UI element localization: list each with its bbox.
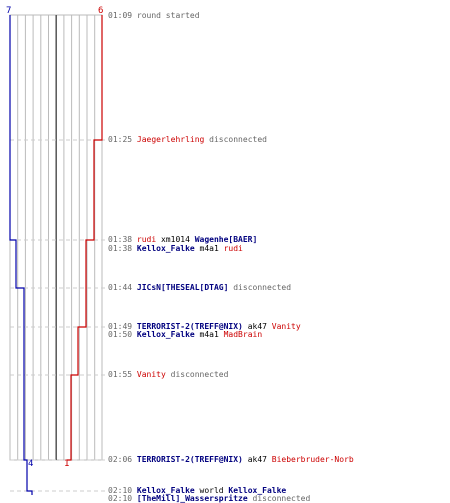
event-text: rudi bbox=[223, 244, 243, 253]
event-row: 01:38 rudi xm1014 Wagenhe[BAER] bbox=[108, 235, 257, 244]
grid-lines bbox=[17, 15, 96, 460]
event-time: 01:09 bbox=[108, 11, 137, 20]
event-row: 01:44 JICsN[THESEAL[DTAG] disconnected bbox=[108, 283, 291, 292]
event-row: 01:49 TERRORIST-2(TREFF@NIX) ak47 Vanity bbox=[108, 322, 301, 331]
event-text: ak47 bbox=[242, 455, 272, 464]
event-time: 01:44 bbox=[108, 283, 137, 292]
blue-start-count: 7 bbox=[6, 6, 12, 16]
event-time: 02:10 bbox=[108, 494, 137, 503]
event-row: 02:06 TERRORIST-2(TREFF@NIX) ak47 Bieber… bbox=[108, 455, 354, 464]
event-text: TERRORIST-2(TREFF@NIX) bbox=[136, 455, 243, 464]
event-text: disconnected bbox=[204, 135, 267, 144]
event-time: 02:10 bbox=[108, 486, 137, 495]
event-text: Vanity bbox=[136, 370, 166, 379]
event-time: 01:50 bbox=[108, 330, 137, 339]
red-start-count: 6 bbox=[98, 6, 104, 16]
event-time: 01:25 bbox=[108, 135, 137, 144]
event-text: ak47 bbox=[242, 322, 272, 331]
event-row: 01:50 Kellox_Falke m4a1 MadBrain bbox=[108, 330, 262, 339]
event-text: disconnected bbox=[247, 494, 311, 503]
event-row: 01:55 Vanity disconnected bbox=[108, 370, 228, 379]
event-time: 01:38 bbox=[108, 235, 137, 244]
event-row: 02:10 [TheMill]_Wasserspritze disconnect… bbox=[108, 494, 310, 503]
event-row: 01:25 Jaegerlehrling disconnected bbox=[108, 135, 267, 144]
event-text: world bbox=[194, 486, 229, 495]
event-text: Kellox_Falke bbox=[228, 486, 287, 495]
event-time: 02:06 bbox=[108, 455, 137, 464]
event-text: JICsN[THESEAL[DTAG] bbox=[136, 283, 229, 292]
event-text: disconnected bbox=[228, 283, 292, 292]
blue-team-line bbox=[9, 15, 33, 495]
event-text: Bieberbruder-Norb bbox=[271, 455, 354, 464]
event-row: 01:09 round started bbox=[108, 11, 200, 20]
blue-end-count: 4 bbox=[28, 459, 34, 469]
event-time: 01:49 bbox=[108, 322, 137, 331]
event-row: 02:10 Kellox_Falke world Kellox_Falke bbox=[108, 486, 286, 495]
event-text: m4a1 bbox=[194, 330, 224, 339]
event-text: Jaegerlehrling bbox=[136, 135, 205, 144]
event-text: Wagenhe[BAER] bbox=[194, 235, 258, 244]
red-team-line bbox=[67, 15, 103, 461]
event-text: m4a1 bbox=[194, 244, 224, 253]
event-text: Kellox_Falke bbox=[136, 486, 195, 495]
event-text: Kellox_Falke bbox=[136, 244, 195, 253]
event-text: disconnected bbox=[165, 370, 229, 379]
event-text: MadBrain bbox=[223, 330, 263, 339]
event-text: [TheMill]_Wasserspritze bbox=[136, 494, 248, 503]
red-end-count: 1 bbox=[64, 459, 70, 469]
event-text: TERRORIST-2(TREFF@NIX) bbox=[136, 322, 243, 331]
event-time: 01:38 bbox=[108, 244, 137, 253]
event-text: rudi bbox=[136, 235, 157, 244]
event-time: 01:55 bbox=[108, 370, 137, 379]
event-text: round started bbox=[136, 11, 200, 20]
event-text: Vanity bbox=[271, 322, 301, 331]
event-text: xm1014 bbox=[156, 235, 195, 244]
event-row: 01:38 Kellox_Falke m4a1 rudi bbox=[108, 244, 243, 253]
event-text: Kellox_Falke bbox=[136, 330, 195, 339]
